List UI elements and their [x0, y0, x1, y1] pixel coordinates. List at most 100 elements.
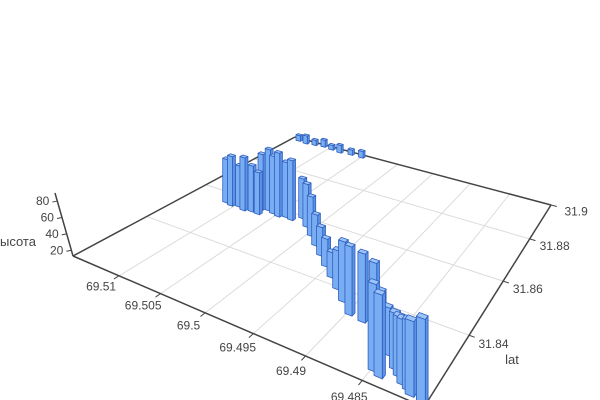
grid-line-lon: [118, 146, 332, 277]
lon-tick: [358, 380, 363, 386]
bar-front-face: [253, 170, 260, 216]
bar-top-face: [321, 234, 332, 240]
lon-tick-label: 69.51: [86, 280, 116, 294]
bar[interactable]: [273, 149, 283, 218]
bar-top-face: [316, 223, 326, 229]
grid-line-lat: [146, 215, 470, 336]
bar[interactable]: [347, 147, 355, 156]
bar-side-face: [259, 170, 263, 216]
lat-tick: [550, 204, 557, 208]
bar-side-face: [364, 251, 369, 324]
lat-tick: [502, 280, 509, 284]
bar[interactable]: [358, 148, 366, 159]
bar[interactable]: [286, 157, 296, 222]
bar-top-face: [358, 148, 366, 153]
bar[interactable]: [253, 169, 263, 216]
bar-top-face: [415, 312, 429, 320]
z-tick-label: 40: [45, 227, 59, 241]
bar[interactable]: [344, 241, 356, 317]
bar-top-face: [344, 241, 356, 248]
bar-side-face: [244, 156, 249, 212]
bar-front-face: [344, 244, 353, 317]
z-tick: [66, 249, 72, 252]
bar-top-face: [373, 288, 386, 296]
bar[interactable]: [404, 314, 418, 398]
bar[interactable]: [320, 137, 328, 148]
z-tick: [52, 200, 58, 203]
bar-front-face: [286, 158, 294, 222]
bar[interactable]: [239, 154, 249, 212]
bar-top-face: [264, 146, 274, 151]
axis-ticks-labels: 20 40 60 80 ысота 69.51 69.505 69.5 69.495 69.49 6…: [0, 194, 588, 400]
bar-top-face: [227, 153, 236, 158]
bar-top-face: [239, 154, 249, 159]
lat-tick-label: 31.84: [478, 337, 508, 351]
bar[interactable]: [295, 133, 303, 142]
bar-top-face: [311, 137, 319, 142]
grid-line-lon: [204, 163, 398, 314]
lat-tick: [529, 238, 536, 242]
bar[interactable]: [302, 133, 310, 145]
bar-top-face: [253, 169, 263, 174]
bar-top-face: [357, 248, 369, 255]
lon-tick: [248, 333, 254, 338]
bar-top-face: [320, 137, 328, 141]
bar-front-face: [415, 315, 426, 400]
bar-front-face: [357, 251, 366, 324]
bar-front-face: [281, 160, 289, 219]
lat-tick-label: 31.88: [540, 239, 570, 253]
bar-side-face: [292, 158, 296, 222]
bar-top-face: [302, 133, 310, 137]
bar-front-face: [373, 291, 383, 380]
lon-tick: [113, 275, 120, 280]
z-tick: [56, 216, 63, 219]
lon-tick: [155, 293, 161, 298]
bar-front-face: [302, 134, 308, 145]
lon-tick-label: 69.485: [331, 390, 368, 400]
z-tick: [61, 233, 67, 236]
lat-tick-label: 31.9: [564, 205, 588, 219]
bar-top-face: [273, 149, 283, 154]
bar-top-face: [298, 175, 308, 180]
lat-tick: [468, 334, 475, 338]
lon-tick-label: 69.495: [219, 341, 256, 355]
bar-top-face: [367, 278, 380, 286]
grid-line-lat: [254, 158, 530, 240]
lon-tick: [200, 312, 206, 317]
lon-tick-label: 69.49: [276, 364, 306, 378]
z-axis-line: [54, 192, 74, 257]
bar-top-face: [328, 142, 336, 147]
bar-top-face: [404, 314, 418, 323]
bar-top-face: [368, 257, 380, 264]
z-tick-label: 60: [41, 210, 55, 224]
bar-front-face: [239, 156, 246, 212]
bars-3d: [222, 133, 429, 400]
lon-tick-label: 69.5: [177, 319, 201, 333]
bar-top-face: [306, 193, 317, 198]
z-tick-label: 20: [50, 243, 64, 257]
bar-side-face: [232, 154, 236, 207]
bar-front-face: [247, 164, 254, 213]
bar[interactable]: [227, 153, 236, 207]
bar[interactable]: [415, 312, 429, 400]
lat-axis-line: [427, 204, 552, 400]
bar[interactable]: [357, 248, 369, 324]
z-axis-title: ысота: [0, 234, 37, 249]
bar-front-face: [222, 157, 229, 204]
bar-top-face: [336, 142, 344, 147]
bar-front-face: [273, 151, 281, 218]
bar[interactable]: [328, 142, 336, 151]
bar-front-face: [338, 239, 346, 304]
bar[interactable]: [311, 137, 319, 147]
bar-top-face: [247, 162, 257, 167]
lon-axis-line: [72, 255, 410, 400]
bar[interactable]: [336, 142, 344, 154]
bar[interactable]: [373, 288, 386, 380]
lat-axis-title: lat: [505, 352, 519, 367]
grid-line-lon: [160, 154, 365, 295]
z-tick-label: 80: [36, 194, 50, 208]
bar-top-face: [302, 180, 312, 186]
bar-side-face: [381, 291, 386, 380]
